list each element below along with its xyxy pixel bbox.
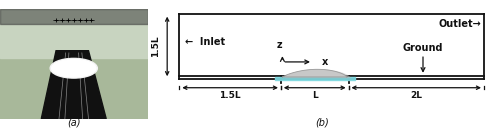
Ellipse shape <box>50 58 98 78</box>
Polygon shape <box>286 70 350 78</box>
Text: L: L <box>312 91 318 100</box>
Text: z: z <box>276 40 282 50</box>
Polygon shape <box>282 69 347 77</box>
Text: 1.5L: 1.5L <box>150 36 160 57</box>
Text: Ground: Ground <box>403 43 444 53</box>
Ellipse shape <box>52 59 96 77</box>
Text: Outlet→: Outlet→ <box>438 19 481 29</box>
Text: 2L: 2L <box>410 91 422 100</box>
Bar <box>0 9 148 58</box>
Polygon shape <box>42 51 106 119</box>
Bar <box>0 9 148 24</box>
Text: x: x <box>322 57 328 67</box>
Text: 1.5L: 1.5L <box>220 91 241 100</box>
Text: ←  Inlet: ← Inlet <box>186 37 226 47</box>
Text: (a): (a) <box>67 118 80 128</box>
Text: (b): (b) <box>316 118 330 128</box>
